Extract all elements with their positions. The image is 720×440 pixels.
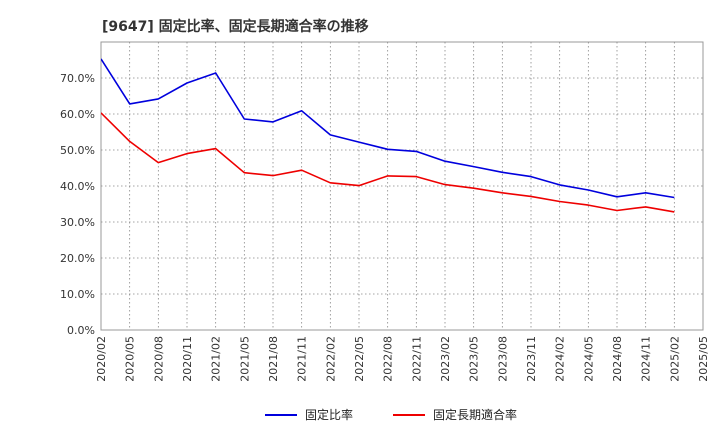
- y-tick-label: 10.0%: [60, 288, 95, 301]
- y-axis: 0.0% 10.0% 20.0% 30.0% 40.0% 50.0% 60.0% 70.0%: [60, 72, 95, 337]
- x-tick-label: 2024/02: [554, 336, 567, 382]
- x-tick-label: 2023/05: [468, 336, 481, 382]
- x-tick-label: 2022/08: [382, 336, 395, 382]
- y-tick-label: 70.0%: [60, 72, 95, 85]
- x-tick-label: 2021/11: [296, 336, 309, 382]
- y-tick-label: 20.0%: [60, 252, 95, 265]
- y-tick-label: 30.0%: [60, 216, 95, 229]
- y-tick-label: 0.0%: [67, 324, 95, 337]
- x-tick-label: 2021/08: [267, 336, 280, 382]
- x-tick-label: 2022/05: [353, 336, 366, 382]
- y-tick-label: 50.0%: [60, 144, 95, 157]
- x-axis: 2020/02 2020/05 2020/08 2020/11 2021/02 2021/…: [95, 336, 710, 382]
- x-tick-label: 2024/11: [640, 336, 653, 382]
- x-tick-label: 2020/11: [181, 336, 194, 382]
- series-line-1: [101, 58, 675, 199]
- legend-label-2: 固定長期適合率: [433, 407, 517, 422]
- series-line-2: [101, 112, 675, 213]
- series-lines: [101, 58, 675, 213]
- y-tick-label: 60.0%: [60, 108, 95, 121]
- legend-label-1: 固定比率: [305, 407, 353, 422]
- x-tick-label: 2025/02: [668, 336, 681, 382]
- x-tick-label: 2022/02: [324, 336, 337, 382]
- x-tick-label: 2023/11: [525, 336, 538, 382]
- x-tick-label: 2021/02: [210, 336, 223, 382]
- x-tick-label: 2024/05: [582, 336, 595, 382]
- x-tick-label: 2022/11: [410, 336, 423, 382]
- x-tick-label: 2025/05: [697, 336, 710, 382]
- x-tick-label: 2024/08: [611, 336, 624, 382]
- x-tick-label: 2021/05: [238, 336, 251, 382]
- x-tick-label: 2020/08: [152, 336, 165, 382]
- legend: 固定比率 固定長期適合率: [265, 407, 517, 422]
- y-tick-label: 40.0%: [60, 180, 95, 193]
- x-tick-label: 2020/05: [124, 336, 137, 382]
- x-tick-label: 2023/08: [496, 336, 509, 382]
- chart-title: [9647] 固定比率、固定長期適合率の推移: [102, 19, 369, 35]
- x-tick-label: 2023/02: [439, 336, 452, 382]
- x-tick-label: 2020/02: [95, 336, 108, 382]
